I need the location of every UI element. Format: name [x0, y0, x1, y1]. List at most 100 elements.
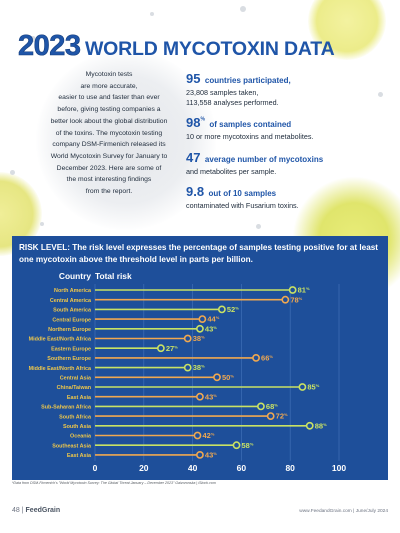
intro-line: December 2023. Here are some of: [56, 164, 162, 172]
stat-lead: countries participated,: [204, 76, 291, 85]
title-year: 2023: [18, 30, 82, 63]
value-label: 43%: [205, 324, 217, 333]
risk-description: RISK LEVEL: The risk level expresses the…: [19, 242, 384, 265]
footer-right: www.FeedandGrain.com | June/July 2024: [299, 509, 388, 514]
bar-end-marker: [298, 383, 307, 391]
value-label: 38%: [193, 334, 205, 343]
category-label: Central Asia: [60, 376, 92, 382]
bar-end-marker: [193, 431, 202, 440]
x-tick-label: 60: [237, 463, 247, 473]
bar-end-marker: [183, 334, 192, 343]
category-label: Central Europe: [52, 317, 91, 323]
bar-end-marker: [281, 295, 290, 304]
bar-end-marker: [266, 412, 275, 420]
category-label: Central America: [50, 298, 92, 304]
value-label: 27%: [166, 344, 178, 353]
spore-dot: [150, 12, 154, 16]
footer-left: 48 | FeedGrain: [12, 507, 60, 514]
bar-end-marker: [156, 344, 165, 353]
value-label: 38%: [193, 363, 205, 372]
intro-line: the most interesting findings: [66, 176, 152, 184]
x-tick-label: 20: [139, 463, 149, 473]
stat-lead: of samples contained: [209, 120, 292, 129]
stat-number: 95: [186, 71, 201, 86]
brand-logo: FeedGrain: [25, 507, 61, 514]
stat-samples-contained: 98% of samples contained 10 or more myco…: [186, 114, 391, 142]
x-tick-label: 80: [285, 463, 295, 473]
intro-paragraph: Mycotoxin tests are more accurate, easier …: [40, 69, 178, 198]
bar-end-marker: [217, 305, 226, 314]
value-label: 58%: [242, 441, 254, 450]
column-header-country: Country: [58, 271, 91, 281]
value-label: 50%: [222, 373, 234, 382]
stat-lead: out of 10 samples: [208, 189, 277, 198]
spore-dot: [10, 170, 15, 175]
value-label: 44%: [207, 315, 219, 324]
spore-dot: [378, 92, 383, 97]
category-label: East Asia: [67, 453, 92, 459]
intro-line: of the toxins. The mycotoxin testing: [55, 129, 163, 137]
spore-dot: [240, 6, 246, 12]
intro-line: company DSM-Firmenich released its: [52, 141, 166, 149]
stat-number: 9.8: [186, 184, 205, 199]
stat-line: 10 or more mycotoxins and metabolites.: [186, 132, 314, 141]
value-label: 88%: [315, 421, 327, 430]
stat-line: contaminated with Fusarium toxins.: [186, 201, 299, 210]
category-label: Southeast Asia: [52, 443, 92, 449]
value-label: 52%: [227, 305, 239, 314]
stat-countries: 95 countries participated, 23,808 sample…: [186, 70, 391, 107]
value-label: 43%: [205, 451, 217, 460]
bar-end-marker: [198, 315, 207, 323]
category-label: Oceania: [70, 434, 92, 440]
stat-average-number: 47 average number of mycotoxins and meta…: [186, 149, 391, 177]
bar-end-marker: [183, 363, 192, 372]
category-label: South Asia: [63, 424, 92, 430]
intro-line: Mycotoxin tests: [85, 71, 133, 78]
category-label: Eastern Europe: [51, 346, 91, 352]
value-label: 78%: [290, 295, 302, 304]
stat-line: 23,808 samples taken,: [186, 88, 259, 97]
value-label: 43%: [205, 392, 217, 401]
column-header-total-risk: Total risk: [95, 271, 132, 281]
value-label: 66%: [261, 354, 273, 363]
issue-date: June/July 2024: [355, 509, 388, 514]
bar-end-marker: [196, 392, 204, 401]
intro-line: from the report.: [85, 188, 133, 196]
stat-fusarium: 9.8 out of 10 samples contaminated with …: [186, 183, 391, 211]
stat-number: 98: [186, 115, 201, 130]
risk-label: RISK LEVEL:: [19, 243, 70, 252]
category-label: Northern Europe: [48, 327, 91, 333]
spore-dot: [256, 224, 261, 229]
spore-dot: [40, 222, 44, 226]
page-number: 48: [12, 507, 20, 514]
value-label: 68%: [266, 402, 278, 411]
bar-end-marker: [196, 450, 204, 459]
bar-end-marker: [288, 286, 297, 294]
intro-line: better look about the global distributio…: [50, 117, 168, 125]
category-label: North America: [54, 288, 92, 294]
x-tick-label: 100: [332, 463, 346, 473]
footer-separator: |: [21, 507, 24, 514]
stat-percent-sign: %: [200, 116, 205, 123]
category-label: Southern Europe: [47, 356, 91, 362]
category-label: East Asia: [67, 395, 92, 401]
category-label: China/Taiwan: [57, 385, 91, 391]
x-tick-label: 0: [93, 463, 98, 473]
category-label: Middle East/North Africa: [29, 366, 92, 372]
intro-line: World Mycotoxin Survey for January to: [50, 152, 168, 160]
intro-line: easier to use and faster than ever: [58, 94, 160, 102]
spore-dot: [30, 36, 36, 42]
gray-glow-center: [36, 50, 216, 230]
value-label: 85%: [307, 383, 319, 392]
value-label: 42%: [202, 431, 214, 440]
page-title: 2023 WORLD MYCOTOXIN DATA: [18, 30, 398, 63]
intro-line: are more accurate,: [80, 82, 138, 90]
bar-end-marker: [252, 353, 260, 362]
title-text: WORLD MYCOTOXIN DATA: [84, 38, 335, 60]
bar-end-marker: [305, 421, 314, 430]
site-url[interactable]: www.FeedandGrain.com: [299, 509, 352, 514]
yellow-glow-top-right: [308, 0, 386, 60]
category-label: South America: [53, 308, 92, 314]
footer-separator: |: [353, 509, 355, 514]
bar-end-marker: [257, 402, 265, 411]
